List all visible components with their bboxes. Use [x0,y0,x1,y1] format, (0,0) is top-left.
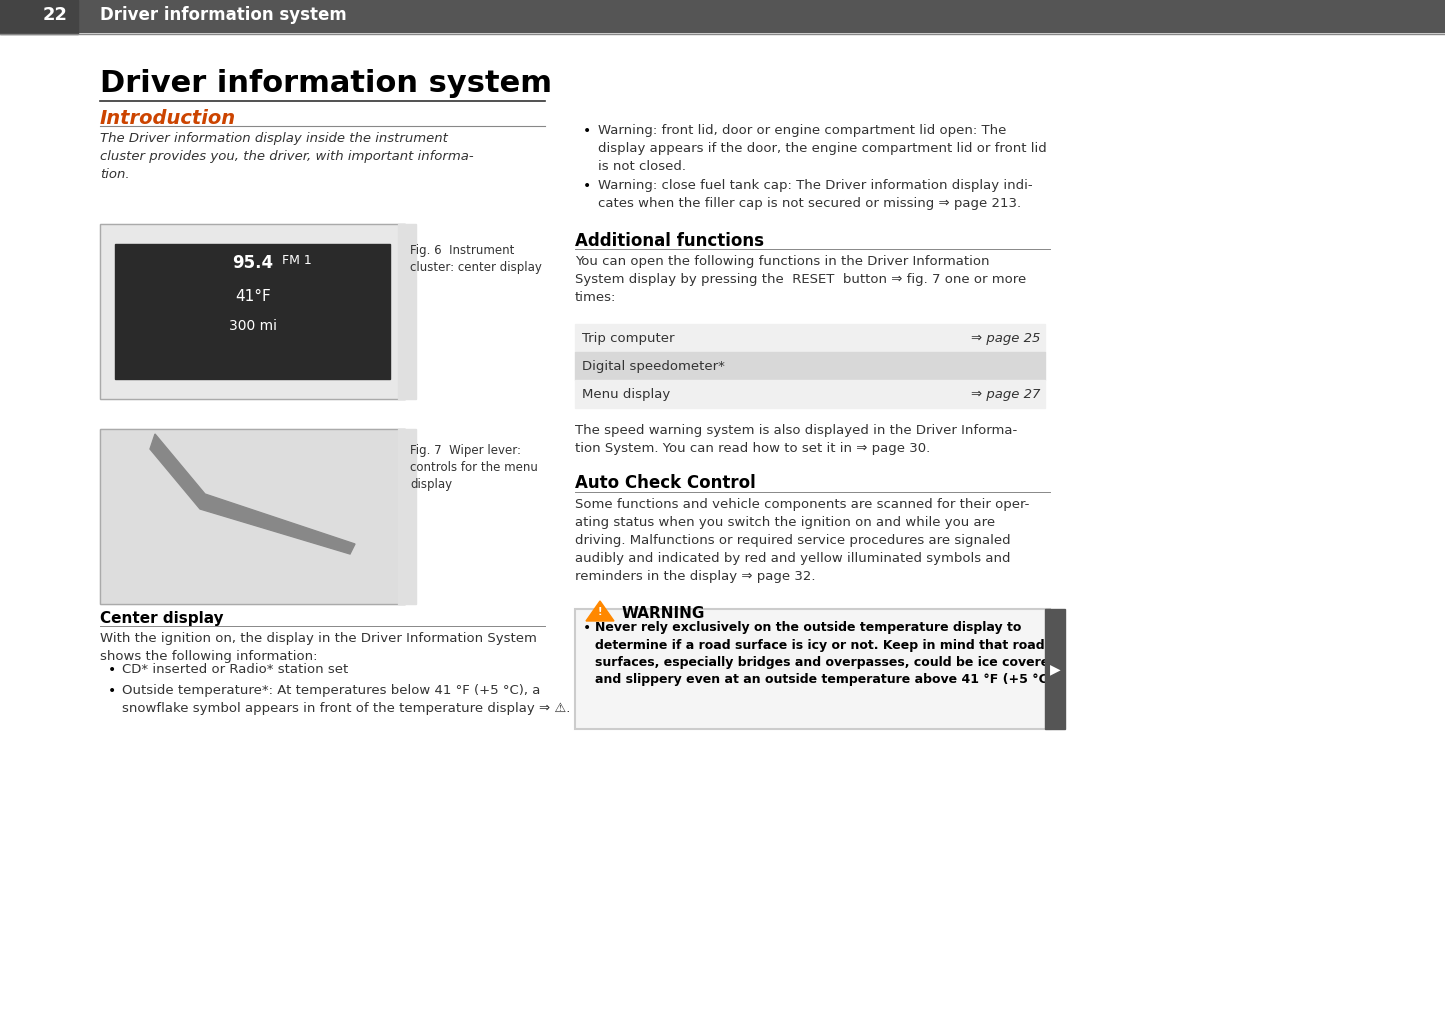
Text: ▶: ▶ [1049,662,1061,676]
Text: Digital speedometer*: Digital speedometer* [582,360,725,373]
Text: Trip computer: Trip computer [582,331,675,344]
Bar [397,429,416,604]
Bar [100,224,405,399]
Bar [575,324,1045,352]
Text: Fig. 7  Wiper lever:
controls for the menu
display: Fig. 7 Wiper lever: controls for the men… [410,444,538,491]
Text: You can open the following functions in the Driver Information
System display by: You can open the following functions in … [575,255,1026,304]
Text: FM 1: FM 1 [282,254,312,267]
Text: ⇒ page 27: ⇒ page 27 [971,387,1040,400]
Text: 95.4: 95.4 [233,254,273,272]
Bar [100,429,405,604]
Polygon shape [587,601,614,621]
Text: The Driver information display inside the instrument
cluster provides you, the d: The Driver information display inside th… [100,132,474,181]
Text: 41°F: 41°F [236,289,270,304]
Bar [575,352,1045,380]
Text: Never rely exclusively on the outside temperature display to
determine if a road: Never rely exclusively on the outside te… [595,621,1058,687]
Text: Warning: close fuel tank cap: The Driver information display indi-
cates when th: Warning: close fuel tank cap: The Driver… [598,179,1033,210]
Text: •: • [108,663,116,677]
Text: ⇒ page 25: ⇒ page 25 [971,331,1040,344]
Text: 22: 22 [43,6,68,24]
Bar [116,244,390,379]
Text: •: • [582,621,591,635]
Bar [0,0,78,34]
Polygon shape [150,434,355,554]
Text: Auto Check Control: Auto Check Control [575,474,756,492]
Text: •: • [582,124,591,138]
Text: Some functions and vehicle components are scanned for their oper-
ating status w: Some functions and vehicle components ar… [575,498,1029,583]
Text: Driver information system: Driver information system [100,69,552,98]
Text: !: ! [598,607,603,616]
Bar [100,429,405,604]
Text: Driver information system: Driver information system [100,6,347,24]
Text: •: • [108,684,116,698]
Text: With the ignition on, the display in the Driver Information System
shows the fol: With the ignition on, the display in the… [100,632,538,663]
Text: Additional functions: Additional functions [575,232,764,250]
Text: Introduction: Introduction [100,109,236,128]
Text: WARNING: WARNING [621,606,705,621]
Text: Warning: front lid, door or engine compartment lid open: The
display appears if : Warning: front lid, door or engine compa… [598,124,1046,173]
Text: Menu display: Menu display [582,387,670,400]
Text: •: • [582,179,591,193]
Text: 300 mi: 300 mi [228,319,277,333]
Bar [397,224,416,399]
Bar [575,380,1045,408]
Text: Center display: Center display [100,611,224,626]
Text: CD* inserted or Radio* station set: CD* inserted or Radio* station set [121,663,348,676]
Bar [0,0,1445,32]
Bar [1045,609,1065,729]
Text: Outside temperature*: At temperatures below 41 °F (+5 °C), a
snowflake symbol ap: Outside temperature*: At temperatures be… [121,684,571,715]
Bar [100,224,405,399]
FancyBboxPatch shape [575,609,1051,729]
Text: The speed warning system is also displayed in the Driver Informa-
tion System. Y: The speed warning system is also display… [575,424,1017,455]
Text: Fig. 6  Instrument
cluster: center display: Fig. 6 Instrument cluster: center displa… [410,244,542,274]
